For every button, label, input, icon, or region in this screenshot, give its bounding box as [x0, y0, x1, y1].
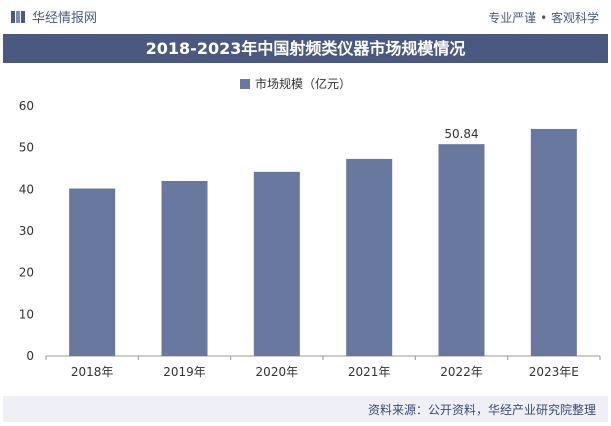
tagline: 专业严谨 • 客观科学: [488, 11, 599, 25]
x-tick-label: 2022年: [440, 365, 483, 379]
y-tick-label: 60: [19, 99, 34, 113]
y-tick-label: 40: [19, 182, 34, 196]
bars: [69, 128, 577, 356]
footer: 资料来源：公开资料，华经产业研究院整理: [3, 396, 608, 422]
data-labels: 50.84: [444, 127, 478, 141]
bar: [161, 181, 208, 356]
y-tick-label: 30: [19, 224, 34, 238]
bar: [253, 171, 300, 356]
bar: [438, 144, 485, 356]
legend-label: 市场规模（亿元）: [255, 76, 351, 91]
brand: 华经情报网: [10, 7, 97, 26]
y-axis: 0 10 20 30 40 50 60: [19, 99, 34, 363]
chart-title: 2018-2023年中国射频类仪器市场规模情况: [3, 34, 608, 63]
x-axis: 2018年 2019年 2020年 2021年 2022年 2023年E: [45, 356, 601, 379]
legend: 市场规模（亿元）: [240, 76, 351, 91]
x-tick-label: 2018年: [71, 365, 114, 379]
x-tick-label: 2023年E: [529, 365, 579, 379]
y-tick-label: 50: [19, 141, 34, 155]
y-tick-label: 20: [19, 266, 34, 280]
y-tick-label: 10: [19, 307, 34, 321]
book-logo-icon: [11, 10, 25, 23]
bar: [346, 158, 393, 356]
x-tick-label: 2019年: [163, 365, 206, 379]
data-label: 50.84: [444, 127, 478, 141]
bar: [69, 188, 116, 356]
bar: [530, 128, 577, 356]
x-tick-label: 2021年: [348, 365, 391, 379]
y-tick-label: 0: [26, 349, 34, 363]
top-bar: 华经情报网 专业严谨 • 客观科学: [0, 0, 611, 34]
brand-name: 华经情报网: [32, 11, 98, 26]
source-note: 资料来源：公开资料，华经产业研究院整理: [367, 403, 596, 417]
legend-swatch-icon: [240, 79, 250, 89]
x-tick-label: 2020年: [256, 365, 299, 379]
